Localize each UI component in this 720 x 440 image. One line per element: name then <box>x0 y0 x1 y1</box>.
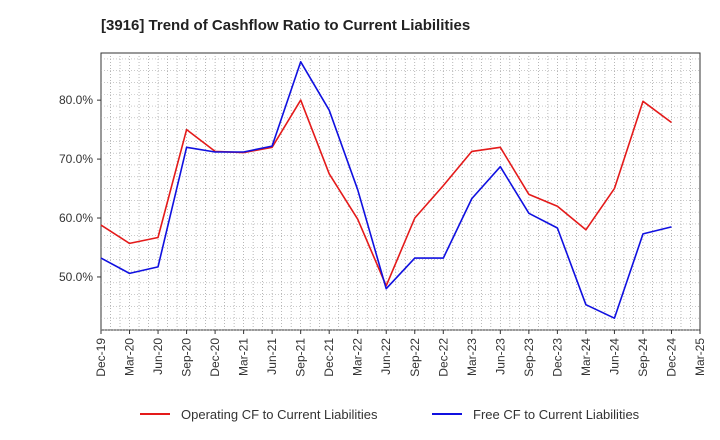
x-tick-label: Dec-19 <box>94 338 108 377</box>
gridlines <box>101 53 700 331</box>
x-tick-label: Mar-21 <box>237 338 251 376</box>
x-tick-label: Mar-22 <box>351 338 365 376</box>
x-tick-label: Dec-20 <box>208 338 222 377</box>
x-tick-label: Dec-22 <box>436 338 450 377</box>
x-tick-label: Jun-24 <box>607 338 621 375</box>
legend-label: Operating CF to Current Liabilities <box>181 407 378 422</box>
x-tick-label: Jun-21 <box>265 338 279 375</box>
chart-title: [3916] Trend of Cashflow Ratio to Curren… <box>101 17 470 34</box>
x-tick-label: Dec-21 <box>322 338 336 377</box>
x-tick-label: Sep-22 <box>408 338 422 377</box>
x-tick-label: Mar-25 <box>693 338 707 376</box>
x-tick-label: Dec-24 <box>664 338 678 377</box>
x-tick-label: Sep-24 <box>636 338 650 377</box>
series-line <box>100 99 672 287</box>
x-tick-label: Mar-20 <box>123 338 137 376</box>
x-tick-label: Mar-24 <box>579 338 593 376</box>
x-tick-label: Dec-23 <box>550 338 564 377</box>
x-tick-label: Sep-21 <box>294 338 308 377</box>
plot-area <box>100 52 701 331</box>
x-tick-label: Sep-23 <box>522 338 536 377</box>
axes: 50.0% 60.0% 70.0% 80.0% Dec-19 Mar-20 Jun-20 Se… <box>59 93 707 377</box>
x-tick-label: Jun-23 <box>493 338 507 375</box>
y-tick-label: 70.0% <box>59 152 93 166</box>
y-tick-label: 80.0% <box>59 93 93 107</box>
x-tick-label: Sep-20 <box>180 338 194 377</box>
x-tick-label: Mar-23 <box>465 338 479 376</box>
series-lines <box>100 60 672 320</box>
y-tick-label: 50.0% <box>59 270 93 284</box>
y-tick-label: 60.0% <box>59 211 93 225</box>
x-tick-label: Jun-22 <box>379 338 393 375</box>
x-tick-label: Jun-20 <box>151 338 165 375</box>
legend: Operating CF to Current Liabilities Free … <box>140 407 640 422</box>
legend-label: Free CF to Current Liabilities <box>473 407 640 422</box>
series-line <box>100 60 672 320</box>
